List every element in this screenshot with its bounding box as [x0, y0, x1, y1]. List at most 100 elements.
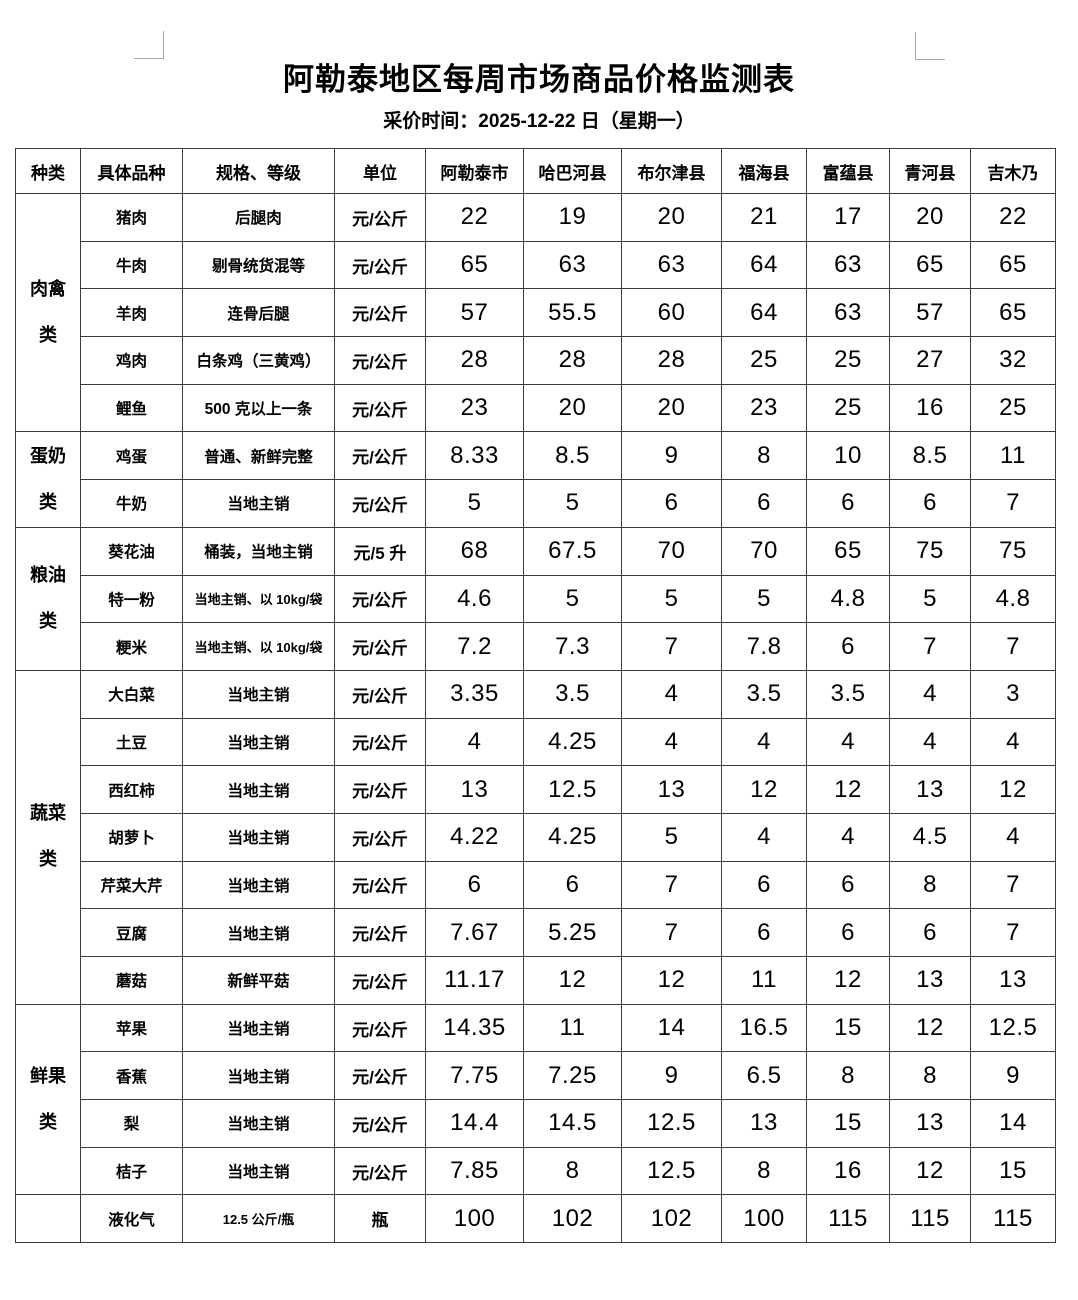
column-header: 规格、等级: [182, 148, 335, 194]
spec-cell: 新鲜平菇: [182, 956, 335, 1005]
price-cell: 6: [523, 860, 622, 910]
product-name-cell: 芹菜大芹: [80, 860, 183, 910]
product-name-cell: 鲤鱼: [80, 383, 183, 433]
product-name-cell: 西红柿: [80, 765, 183, 814]
table-row: 肉禽 类猪肉 后腿肉 元/公斤 22 19 20 21 17 20 22: [15, 192, 1056, 433]
price-cell: 7.3: [523, 622, 622, 671]
price-cell: 17: [806, 193, 890, 242]
unit-cell: 元/公斤: [334, 574, 426, 624]
unit-cell: 元/公斤: [334, 193, 426, 242]
table-row: 液化气 12.5 公斤/瓶瓶 100 102 102 100 115 115 115: [15, 1194, 1056, 1244]
price-cell: 4: [621, 717, 722, 767]
price-cell: 19: [523, 193, 622, 242]
unit-cell: 元/公斤: [334, 1099, 426, 1148]
product-name-cell: 豆腐: [80, 908, 183, 957]
price-cell: 5: [889, 574, 971, 624]
price-cell: 7: [970, 622, 1056, 671]
table-header: 种类 具体品种 规格、等级 单位 阿勒泰市 哈巴河县 布尔津县 福海县 富蕴县 青河县 吉木乃: [15, 148, 1056, 194]
unit-cell: 元/公斤: [334, 1051, 426, 1101]
price-cell: 75: [889, 526, 971, 576]
table-row: 蛋奶 类鸡蛋 普通、新鲜完整 元/公斤 8.33 8.5 9 8 10 8.5 11: [15, 431, 1056, 528]
price-cell: 6: [806, 860, 890, 910]
product-name-cell: 牛奶: [80, 479, 183, 528]
price-cell: 7: [621, 908, 722, 957]
unit-cell: 元/公斤: [334, 812, 426, 862]
price-cell: 65: [970, 240, 1056, 290]
price-cell: 12.5: [970, 1003, 1056, 1053]
spec-cell: 当地主销: [182, 860, 335, 910]
price-cell: 55.5: [523, 288, 622, 338]
table-row: 牛奶 当地主销 元/公斤 5 5 6 6 6 6 7: [16, 479, 1056, 528]
price-cell: 7.25: [523, 1051, 622, 1101]
price-cell: 10: [806, 431, 890, 481]
table-row: 特一粉 当地主销、以 10kg/袋 元/公斤 4.6 5 5 5 4.8 5 4.8: [16, 574, 1056, 624]
price-cell: 7: [621, 860, 722, 910]
price-cell: 3.5: [806, 669, 890, 719]
unit-cell: 元/公斤: [334, 717, 426, 767]
unit-cell: 元/公斤: [334, 860, 426, 910]
price-cell: 65: [806, 526, 890, 576]
price-cell: 6: [721, 860, 807, 910]
price-cell: 25: [806, 383, 890, 433]
price-cell: 6: [889, 479, 971, 528]
price-cell: 12.5: [523, 765, 622, 814]
spec-cell: 普通、新鲜完整: [182, 431, 335, 481]
price-cell: 4: [889, 669, 971, 719]
page-title: 阿勒泰地区每周市场商品价格监测表: [283, 62, 795, 97]
price-cell: 12: [806, 765, 890, 814]
product-name-cell: 粳米: [80, 622, 183, 671]
price-cell: 6: [425, 860, 524, 910]
price-cell: 8: [721, 431, 807, 481]
product-name-cell: 香蕉: [80, 1051, 183, 1101]
price-cell: 13: [721, 1099, 807, 1148]
price-cell: 12: [523, 956, 622, 1005]
price-cell: 13: [970, 956, 1056, 1005]
price-cell: 28: [621, 336, 722, 385]
spec-cell: 当地主销: [182, 717, 335, 767]
price-cell: 5.25: [523, 908, 622, 957]
price-cell: 9: [970, 1051, 1056, 1101]
column-header: 吉木乃: [970, 148, 1056, 194]
price-cell: 22: [425, 193, 524, 242]
price-cell: 7.2: [425, 622, 524, 671]
price-cell: 8.33: [425, 431, 524, 481]
price-cell: 8: [889, 1051, 971, 1101]
price-cell: 100: [425, 1194, 524, 1244]
price-cell: 16.5: [721, 1003, 807, 1053]
unit-cell: 元/公斤: [334, 1146, 426, 1196]
product-name-cell: 胡萝卜: [80, 812, 183, 862]
price-cell: 9: [621, 431, 722, 481]
spec-cell: 12.5 公斤/瓶: [182, 1194, 335, 1244]
price-cell: 6.5: [721, 1051, 807, 1101]
product-name-cell: 梨: [80, 1099, 183, 1148]
price-cell: 4: [621, 669, 722, 719]
table-row: 土豆 当地主销 元/公斤 4 4.25 4 4 4 4 4: [16, 717, 1056, 767]
product-name-cell: 鸡蛋: [80, 431, 183, 481]
price-cell: 4: [970, 812, 1056, 862]
price-cell: 15: [970, 1146, 1056, 1196]
price-cell: 3: [970, 669, 1056, 719]
price-cell: 12: [889, 1003, 971, 1053]
price-cell: 6: [621, 479, 722, 528]
product-name-cell: 液化气: [80, 1194, 183, 1244]
price-cell: 25: [970, 383, 1056, 433]
price-cell: 4: [806, 717, 890, 767]
table-row: 羊肉 连骨后腿 元/公斤 57 55.5 60 64 63 57 65: [16, 288, 1056, 338]
unit-cell: 元/公斤: [334, 479, 426, 528]
spec-cell: 当地主销: [182, 812, 335, 862]
price-cell: 6: [889, 908, 971, 957]
price-cell: 8: [523, 1146, 622, 1196]
price-cell: 14.4: [425, 1099, 524, 1148]
price-cell: 32: [970, 336, 1056, 385]
price-cell: 23: [425, 383, 524, 433]
price-cell: 4.25: [523, 812, 622, 862]
page-margin-mark-top-right: [915, 32, 945, 60]
price-cell: 11: [721, 956, 807, 1005]
product-name-cell: 猪肉: [80, 193, 183, 242]
price-cell: 11: [523, 1003, 622, 1053]
price-cell: 4: [425, 717, 524, 767]
column-header: 种类: [15, 148, 81, 194]
price-cell: 4.6: [425, 574, 524, 624]
price-cell: 102: [523, 1194, 622, 1244]
